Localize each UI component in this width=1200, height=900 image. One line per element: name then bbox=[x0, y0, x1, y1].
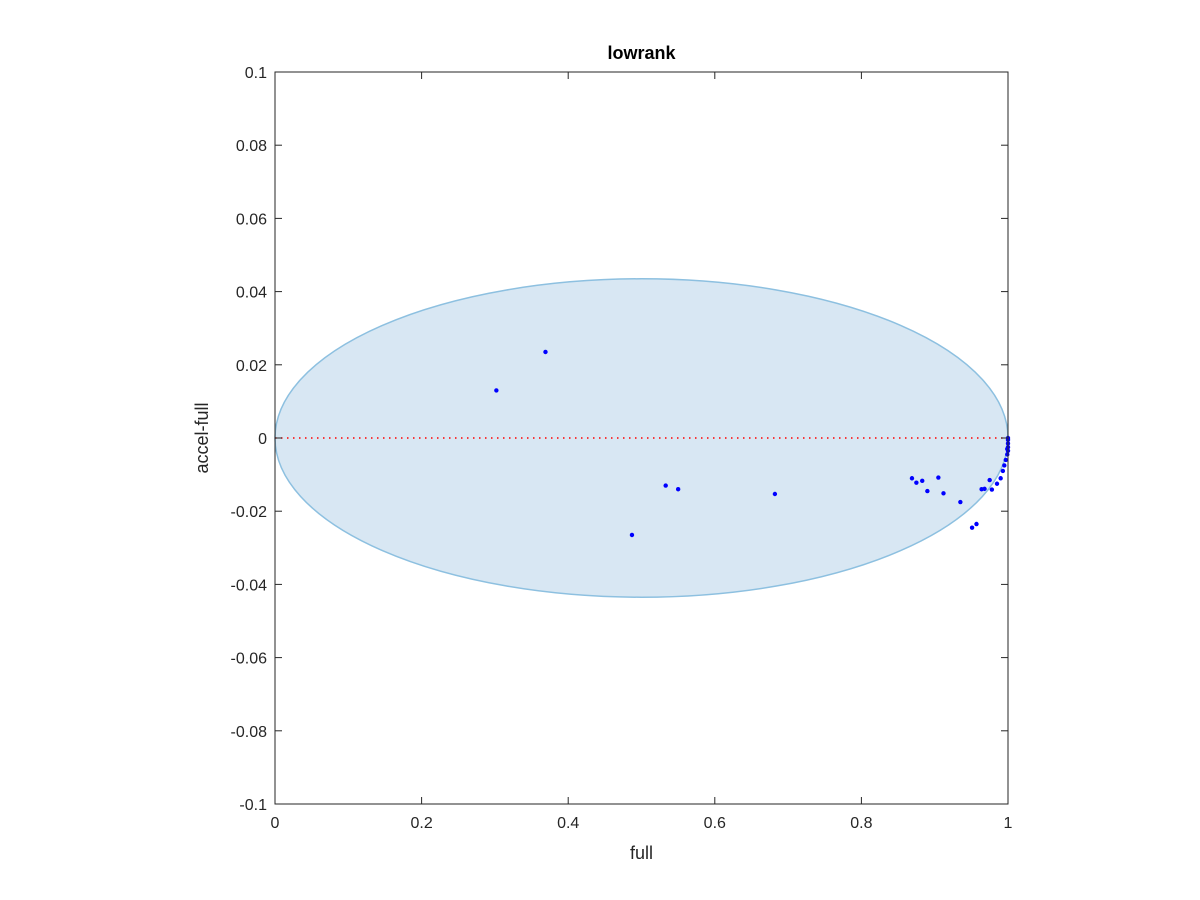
y-tick-label: -0.1 bbox=[239, 797, 267, 814]
data-point bbox=[920, 478, 925, 484]
data-point bbox=[1005, 452, 1010, 457]
x-tick-label: 0 bbox=[271, 815, 280, 832]
y-tick-label: 0 bbox=[258, 431, 267, 448]
x-tick-label: 0.6 bbox=[704, 815, 726, 832]
data-point bbox=[543, 349, 548, 355]
data-point bbox=[941, 491, 946, 496]
data-point bbox=[994, 481, 1000, 486]
y-tick-label: 0.06 bbox=[236, 211, 267, 228]
data-point bbox=[969, 525, 975, 530]
x-tick-label: 0.2 bbox=[410, 815, 432, 832]
data-point bbox=[936, 475, 941, 480]
y-tick-label: 0.04 bbox=[236, 285, 267, 302]
x-tick-label: 1 bbox=[1004, 815, 1013, 832]
data-point bbox=[909, 476, 915, 481]
data-point bbox=[772, 491, 778, 497]
y-tick-label: 0.1 bbox=[245, 65, 267, 82]
data-point bbox=[914, 480, 919, 485]
y-tick-label: -0.06 bbox=[231, 651, 268, 668]
y-axis-label: accel-full bbox=[192, 402, 212, 473]
data-point bbox=[629, 532, 635, 538]
y-tick-label: 0.08 bbox=[236, 138, 267, 155]
y-axis-ticks: 0.1 0.08 0.06 0.04 0.02 0 -0.02 -0.04 -0.06 -0.08… bbox=[231, 65, 1008, 814]
y-tick-label: -0.04 bbox=[231, 577, 268, 594]
data-point bbox=[974, 521, 979, 527]
data-point bbox=[1002, 463, 1007, 468]
data-point bbox=[1000, 468, 1006, 474]
data-point bbox=[663, 483, 668, 488]
data-point bbox=[675, 487, 681, 492]
data-point bbox=[925, 488, 930, 494]
data-point bbox=[958, 499, 963, 505]
y-tick-label: -0.08 bbox=[231, 724, 268, 741]
data-point bbox=[1003, 457, 1009, 463]
y-tick-label: -0.02 bbox=[231, 504, 268, 521]
x-tick-label: 0.4 bbox=[557, 815, 579, 832]
data-point bbox=[987, 477, 992, 483]
chart-title: lowrank bbox=[607, 43, 676, 63]
data-point bbox=[989, 487, 995, 492]
x-tick-label: 0.8 bbox=[850, 815, 872, 832]
scatter-points bbox=[494, 349, 1011, 538]
data-point bbox=[494, 388, 499, 393]
x-axis-ticks: 0 0.2 0.4 0.6 0.8 1 bbox=[271, 72, 1013, 832]
data-point bbox=[998, 476, 1003, 481]
y-tick-label: 0.02 bbox=[236, 358, 267, 375]
x-axis-label: full bbox=[630, 843, 653, 863]
data-point bbox=[982, 486, 987, 492]
